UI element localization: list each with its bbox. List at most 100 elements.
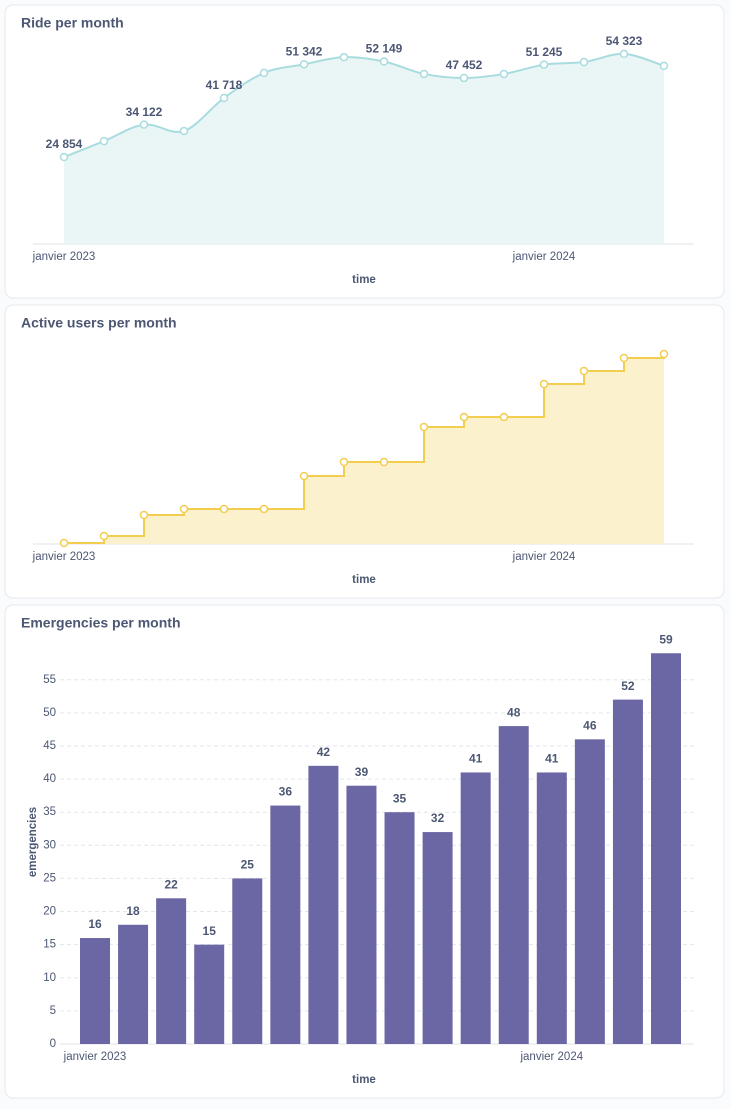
value-label: 46 [583, 719, 597, 733]
point [339, 52, 349, 62]
y-tick-label: 0 [50, 1038, 56, 1050]
bar [498, 726, 529, 1044]
x-tick-label: janvier 2024 [512, 551, 576, 563]
bar [536, 772, 567, 1044]
point [59, 538, 69, 548]
value-label: 15 [203, 924, 217, 938]
value-label: 47 452 [446, 58, 483, 72]
value-label: 54 323 [606, 34, 643, 48]
x-tick-label: janvier 2024 [512, 251, 576, 263]
value-label: 48 [507, 705, 521, 719]
chart-title: Ride per month [21, 15, 124, 31]
bar [612, 699, 643, 1044]
point [539, 379, 549, 389]
point [539, 60, 549, 69]
point [259, 504, 269, 514]
bar [80, 938, 110, 1044]
y-tick-label: 15 [43, 939, 56, 951]
value-label: 52 149 [366, 42, 403, 56]
value-label: 52 [621, 679, 635, 693]
y-tick-label: 30 [43, 839, 56, 851]
x-axis-title: time [352, 274, 376, 286]
point [99, 136, 109, 146]
bar [384, 812, 415, 1044]
bar [270, 805, 301, 1044]
point [219, 93, 229, 103]
point [459, 412, 469, 422]
bar [651, 653, 681, 1044]
bar [118, 924, 149, 1044]
value-label: 41 718 [206, 78, 243, 92]
point [379, 57, 389, 66]
point [339, 457, 349, 467]
bar [574, 739, 605, 1044]
value-label: 32 [431, 811, 445, 825]
y-tick-label: 55 [43, 674, 56, 686]
y-tick-label: 50 [43, 707, 56, 719]
y-tick-label: 45 [43, 740, 56, 752]
chart-card: Ride per month janvier 2023 janvier 2024 ti… [4, 4, 725, 299]
value-label: 42 [317, 745, 331, 759]
value-label: 18 [126, 904, 140, 918]
area [64, 354, 664, 544]
point [139, 510, 149, 520]
point [299, 60, 309, 69]
area [64, 53, 664, 245]
bar [308, 765, 339, 1044]
point [139, 120, 149, 129]
point [419, 422, 429, 432]
value-label: 51 342 [286, 45, 323, 59]
point [219, 504, 229, 514]
x-tick-label: janvier 2023 [32, 551, 96, 563]
chart-title: Emergencies per month [21, 615, 181, 631]
y-tick-label: 5 [50, 1005, 56, 1017]
x-axis-title: time [352, 1074, 376, 1086]
bar [194, 944, 225, 1044]
value-label: 24 854 [46, 137, 83, 151]
y-axis-title: emergencies [27, 807, 39, 877]
y-tick-label: 10 [43, 972, 56, 984]
bar [232, 878, 263, 1044]
point [419, 69, 429, 79]
chart-card: Emergencies per month 0 5 10 15 20 25 30 35 40 45 5… [4, 604, 725, 1099]
y-tick-label: 20 [43, 906, 56, 918]
value-label: 34 122 [126, 105, 163, 119]
point [459, 73, 469, 83]
chart-title: Active users per month [21, 315, 177, 331]
value-label: 35 [393, 791, 407, 805]
value-label: 41 [469, 752, 483, 766]
bar [422, 832, 453, 1044]
y-tick-label: 35 [43, 806, 56, 818]
point [579, 366, 589, 376]
x-tick-label: janvier 2023 [32, 251, 96, 263]
point [179, 504, 189, 514]
value-label: 25 [241, 858, 255, 872]
x-tick-label: janvier 2023 [63, 1051, 127, 1063]
value-label: 16 [88, 917, 102, 931]
point [259, 68, 269, 78]
point [619, 353, 629, 363]
value-label: 41 [545, 752, 559, 766]
point [179, 126, 189, 136]
value-label: 36 [279, 785, 293, 799]
bar [460, 772, 491, 1044]
x-tick-label: janvier 2024 [519, 1051, 583, 1063]
bar [346, 785, 377, 1044]
point [499, 69, 509, 79]
point [59, 152, 69, 162]
value-label: 22 [164, 877, 178, 891]
value-label: 59 [659, 632, 673, 646]
y-tick-label: 40 [43, 773, 56, 785]
value-label: 51 245 [526, 45, 563, 59]
point [99, 531, 109, 541]
point [659, 61, 669, 71]
point [619, 49, 629, 59]
value-label: 39 [355, 765, 369, 779]
point [299, 471, 309, 481]
line [63, 52, 665, 158]
point [579, 57, 589, 67]
bar [156, 898, 187, 1044]
point [499, 412, 509, 422]
point [659, 349, 669, 359]
